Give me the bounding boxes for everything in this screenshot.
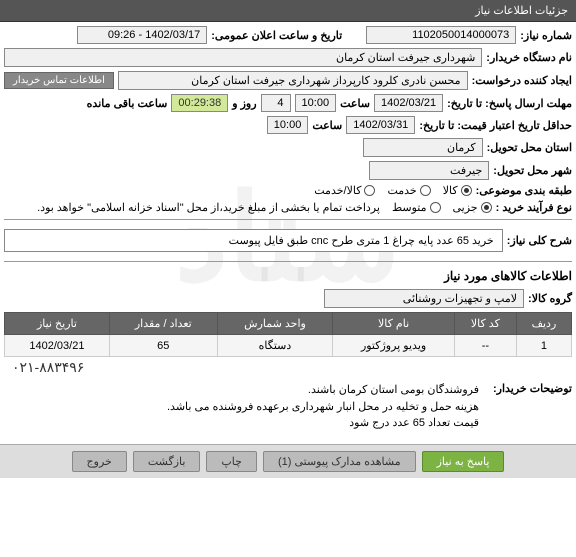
row-city: شهر محل تحویل: جیرفت: [4, 159, 572, 182]
radio-service[interactable]: خدمت: [387, 184, 430, 197]
radio-minor-circle: [481, 202, 492, 213]
th-name: نام کالا: [333, 313, 455, 335]
note-line-1: فروشندگان بومی استان کرمان باشند.: [167, 382, 479, 399]
contact-button[interactable]: اطلاعات تماس خریدار: [4, 72, 114, 89]
reply-button[interactable]: پاسخ به نیاز: [422, 451, 505, 472]
province-value: کرمان: [363, 138, 483, 157]
buyer-notes-text: فروشندگان بومی استان کرمان باشند. هزینه …: [159, 378, 487, 436]
note-line-3: قیمت تعداد 65 عدد درج شود: [167, 415, 479, 432]
row-need-no: شماره نیاز: 1102050014000073 تاریخ و ساع…: [4, 24, 572, 46]
row-group: گروه کالا: لامپ و تجهیزات روشنائی: [4, 287, 572, 310]
countdown-timer: 00:29:38: [171, 94, 228, 112]
cell-qty: 65: [109, 335, 217, 357]
row-buyer-notes: توضیحات خریدار: فروشندگان بومی استان کرم…: [4, 378, 572, 436]
print-button[interactable]: چاپ: [206, 451, 257, 472]
th-row: ردیف: [516, 313, 571, 335]
need-no-label: شماره نیاز:: [520, 29, 572, 42]
city-value: جیرفت: [369, 161, 489, 180]
city-label: شهر محل تحویل:: [493, 164, 572, 177]
panel-header: جزئیات اطلاعات نیاز: [0, 0, 576, 22]
cell-unit: دستگاه: [217, 335, 333, 357]
group-label: گروه کالا:: [528, 292, 572, 305]
button-bar: پاسخ به نیاز مشاهده مدارک پیوستی (1) چاپ…: [0, 444, 576, 478]
province-label: استان محل تحویل:: [487, 141, 572, 154]
category-label: طبقه بندی موضوعی:: [476, 184, 572, 197]
cell-code: --: [454, 335, 516, 357]
panel-title: جزئیات اطلاعات نیاز: [475, 5, 568, 17]
radio-minor[interactable]: جزیی: [453, 201, 492, 214]
radio-medium-circle: [430, 202, 441, 213]
pay-note: پرداخت تمام یا بخشی از مبلغ خرید،از محل …: [37, 201, 380, 214]
radio-service-label: خدمت: [387, 184, 416, 197]
buyer-label: نام دستگاه خریدار:: [486, 51, 572, 64]
cell-row: 1: [516, 335, 571, 357]
radio-both-circle: [364, 185, 375, 196]
radio-goods[interactable]: کالا: [443, 184, 472, 197]
buyer-notes-label: توضیحات خریدار:: [493, 378, 572, 395]
summary-label: شرح کلی نیاز:: [507, 234, 572, 247]
group-value: لامپ و تجهیزات روشنائی: [324, 289, 524, 308]
table-row: 1 -- ویدیو پروژکتور دستگاه 65 1402/03/21: [5, 335, 572, 357]
row-category: طبقه بندی موضوعی: کالا خدمت کالا/خدمت: [4, 182, 572, 199]
time-label-2: ساعت: [312, 119, 342, 132]
process-label: نوع فرآیند خرید :: [496, 201, 572, 214]
category-radio-group: کالا خدمت کالا/خدمت: [314, 184, 471, 197]
radio-goods-circle: [461, 185, 472, 196]
form-content: شماره نیاز: 1102050014000073 تاریخ و ساع…: [0, 22, 576, 438]
time-label-1: ساعت: [340, 97, 370, 110]
radio-medium-label: متوسط: [392, 201, 427, 214]
th-qty: تعداد / مقدار: [109, 313, 217, 335]
day-and-label: روز و: [232, 97, 256, 110]
announce-label: تاریخ و ساعت اعلان عمومی:: [211, 29, 342, 42]
validity-label: حداقل تاریخ اعتبار قیمت: تا تاریخ:: [419, 119, 572, 132]
note-line-2: هزینه حمل و تخلیه در محل انبار شهرداری ب…: [167, 399, 479, 416]
process-radio-group: جزیی متوسط: [392, 201, 492, 214]
need-no-value: 1102050014000073: [366, 26, 516, 44]
row-validity: حداقل تاریخ اعتبار قیمت: تا تاریخ: 1402/…: [4, 114, 572, 136]
radio-medium[interactable]: متوسط: [392, 201, 441, 214]
goods-section-title: اطلاعات کالاهای مورد نیاز: [4, 265, 572, 287]
row-buyer: نام دستگاه خریدار: شهرداری جیرفت استان ک…: [4, 46, 572, 69]
row-summary: شرح کلی نیاز: خرید 65 عدد پایه چراغ 1 مت…: [4, 223, 572, 258]
phone-partial: ۰۲۱-۸۸۳۴۹۶: [4, 357, 572, 378]
th-unit: واحد شمارش: [217, 313, 333, 335]
back-button[interactable]: بازگشت: [133, 451, 201, 472]
deadline-label: مهلت ارسال پاسخ: تا تاریخ:: [447, 97, 572, 110]
remain-label: ساعت باقی مانده: [87, 97, 168, 110]
radio-minor-label: جزیی: [453, 201, 478, 214]
remaining-days: 4: [261, 94, 291, 112]
table-header-row: ردیف کد کالا نام کالا واحد شمارش تعداد /…: [5, 313, 572, 335]
validity-date: 1402/03/31: [346, 116, 415, 134]
creator-label: ایجاد کننده درخواست:: [472, 74, 572, 87]
cell-date: 1402/03/21: [5, 335, 110, 357]
summary-value: خرید 65 عدد پایه چراغ 1 متری طرح cnc طبق…: [4, 229, 503, 252]
th-code: کد کالا: [454, 313, 516, 335]
announce-value: 1402/03/17 - 09:26: [77, 26, 207, 44]
radio-service-circle: [420, 185, 431, 196]
row-deadline: مهلت ارسال پاسخ: تا تاریخ: 1402/03/21 سا…: [4, 92, 572, 114]
separator-1: [4, 219, 572, 220]
radio-both[interactable]: کالا/خدمت: [314, 184, 375, 197]
radio-goods-label: کالا: [443, 184, 458, 197]
creator-value: محسن نادری کلرود کارپرداز شهرداری جیرفت …: [118, 71, 468, 90]
radio-both-label: کالا/خدمت: [314, 184, 361, 197]
th-date: تاریخ نیاز: [5, 313, 110, 335]
deadline-time: 10:00: [295, 94, 337, 112]
cell-name: ویدیو پروژکتور: [333, 335, 455, 357]
validity-time: 10:00: [267, 116, 309, 134]
row-province: استان محل تحویل: کرمان: [4, 136, 572, 159]
buyer-value: شهرداری جیرفت استان کرمان: [4, 48, 482, 67]
exit-button[interactable]: خروج: [72, 451, 127, 472]
row-creator: ایجاد کننده درخواست: محسن نادری کلرود کا…: [4, 69, 572, 92]
attachments-button[interactable]: مشاهده مدارک پیوستی (1): [263, 451, 416, 472]
separator-2: [4, 261, 572, 262]
row-process: نوع فرآیند خرید : جزیی متوسط پرداخت تمام…: [4, 199, 572, 216]
deadline-date: 1402/03/21: [374, 94, 443, 112]
goods-table: ردیف کد کالا نام کالا واحد شمارش تعداد /…: [4, 312, 572, 357]
